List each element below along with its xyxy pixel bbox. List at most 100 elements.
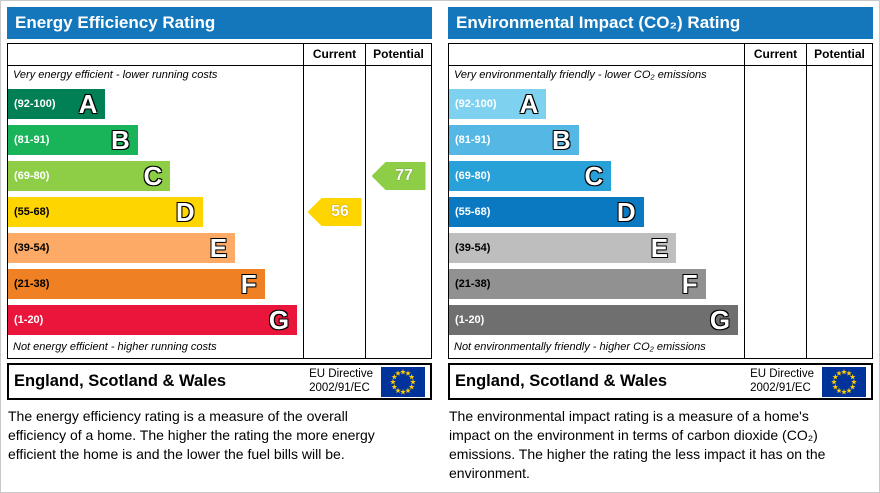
band-range: (69-80)	[455, 170, 491, 182]
energy-efficiency-panel: Energy Efficiency Rating Current Potentia…	[7, 7, 432, 486]
eu-directive-label: EU Directive 2002/91/EC	[309, 368, 373, 396]
potential-column-header: Potential	[365, 44, 431, 66]
bottom-note: Not energy efficient - higher running co…	[13, 341, 217, 353]
column-spacer	[806, 66, 872, 86]
potential-cell	[806, 122, 872, 158]
band-cell: (92-100) A	[449, 86, 744, 122]
energy-efficiency-title: Energy Efficiency Rating	[7, 7, 432, 39]
band-bar: (69-80) C	[449, 161, 612, 191]
bottom-note: Not environmentally friendly - higher CO…	[454, 341, 706, 353]
current-cell	[303, 266, 365, 302]
eu-directive-line1: EU Directive	[750, 367, 814, 380]
band-bar: (39-54) E	[8, 233, 236, 263]
region-label: England, Scotland & Wales	[14, 372, 227, 390]
band-bar: (1-20) G	[8, 305, 298, 335]
column-spacer	[365, 66, 431, 86]
band-cell: (1-20) G	[449, 302, 744, 338]
band-range: (21-38)	[14, 278, 50, 290]
column-header-spacer	[8, 44, 303, 66]
environmental-region-footer: England, Scotland & Wales EU Directive 2…	[448, 363, 873, 400]
column-header-spacer	[449, 44, 744, 66]
potential-cell	[365, 266, 431, 302]
column-spacer	[744, 338, 806, 358]
top-note: Very environmentally friendly - lower CO…	[454, 69, 707, 81]
band-letter: D	[616, 197, 636, 227]
environmental-impact-panel: Environmental Impact (CO₂) Rating Curren…	[448, 7, 873, 486]
band-cell: (39-54) E	[8, 230, 303, 266]
eu-directive-line2: 2002/91/EC	[750, 381, 811, 394]
potential-cell	[806, 86, 872, 122]
region-label: England, Scotland & Wales	[455, 372, 668, 390]
eu-directive-line1: EU Directive	[309, 367, 373, 380]
current-cell	[744, 158, 806, 194]
eu-directive-label: EU Directive 2002/91/EC	[750, 368, 814, 396]
potential-cell	[365, 122, 431, 158]
potential-cell: 77	[365, 158, 431, 194]
potential-cell	[806, 230, 872, 266]
band-bar: (1-20) G	[449, 305, 739, 335]
band-cell: (55-68) D	[8, 194, 303, 230]
band-range: (92-100)	[455, 98, 497, 110]
current-rating-arrow: 56	[307, 198, 362, 226]
band-letter: C	[584, 161, 604, 191]
band-letter: A	[78, 89, 98, 119]
band-bar: (39-54) E	[449, 233, 677, 263]
current-cell	[303, 122, 365, 158]
band-cell: (21-38) F	[8, 266, 303, 302]
band-letter: C	[143, 161, 163, 191]
band-bar: (81-91) B	[449, 125, 579, 155]
energy-rating-chart: Current Potential Very energy efficient - …	[7, 43, 432, 359]
current-cell	[744, 86, 806, 122]
band-range: (55-68)	[14, 206, 50, 218]
eu-flag-icon	[381, 366, 425, 397]
current-cell: 56	[303, 194, 365, 230]
energy-rating-grid: Current Potential Very energy efficient - …	[8, 44, 431, 358]
band-range: (39-54)	[455, 242, 491, 254]
band-cell: (39-54) E	[449, 230, 744, 266]
potential-cell	[806, 302, 872, 338]
current-cell	[303, 158, 365, 194]
potential-cell	[365, 302, 431, 338]
band-bar: (92-100) A	[8, 89, 106, 119]
band-cell: (69-80) C	[449, 158, 744, 194]
environmental-rating-grid: Current Potential Very environmentally fri…	[449, 44, 872, 358]
band-letter: B	[552, 125, 571, 155]
band-letter: B	[111, 125, 130, 155]
band-range: (39-54)	[14, 242, 50, 254]
band-letter: F	[240, 269, 257, 299]
potential-column-header: Potential	[806, 44, 872, 66]
environmental-rating-chart: Current Potential Very environmentally fri…	[448, 43, 873, 359]
current-cell	[744, 302, 806, 338]
band-letter: G	[268, 305, 290, 335]
top-note: Very energy efficient - lower running co…	[13, 69, 218, 81]
current-column-header: Current	[303, 44, 365, 66]
environmental-description: The environmental impact rating is a mea…	[449, 408, 826, 481]
potential-cell	[365, 230, 431, 266]
column-spacer	[806, 338, 872, 358]
current-column-header: Current	[744, 44, 806, 66]
band-bar: (92-100) A	[449, 89, 547, 119]
column-spacer	[303, 66, 365, 86]
band-range: (69-80)	[14, 170, 50, 182]
band-letter: A	[519, 89, 539, 119]
energy-region-footer: England, Scotland & Wales EU Directive 2…	[7, 363, 432, 400]
band-range: (21-38)	[455, 278, 491, 290]
band-cell: (55-68) D	[449, 194, 744, 230]
column-spacer	[365, 338, 431, 358]
potential-cell	[806, 158, 872, 194]
current-cell	[744, 122, 806, 158]
potential-cell	[365, 86, 431, 122]
potential-rating-arrow: 77	[371, 162, 426, 190]
column-spacer	[303, 338, 365, 358]
eu-flag-icon	[822, 366, 866, 397]
band-letter: G	[709, 305, 731, 335]
eu-directive-line2: 2002/91/EC	[309, 381, 370, 394]
potential-cell	[365, 194, 431, 230]
band-cell: (1-20) G	[8, 302, 303, 338]
column-spacer	[744, 66, 806, 86]
band-letter: E	[650, 233, 669, 263]
band-cell: (92-100) A	[8, 86, 303, 122]
band-cell: (69-80) C	[8, 158, 303, 194]
current-cell	[303, 230, 365, 266]
